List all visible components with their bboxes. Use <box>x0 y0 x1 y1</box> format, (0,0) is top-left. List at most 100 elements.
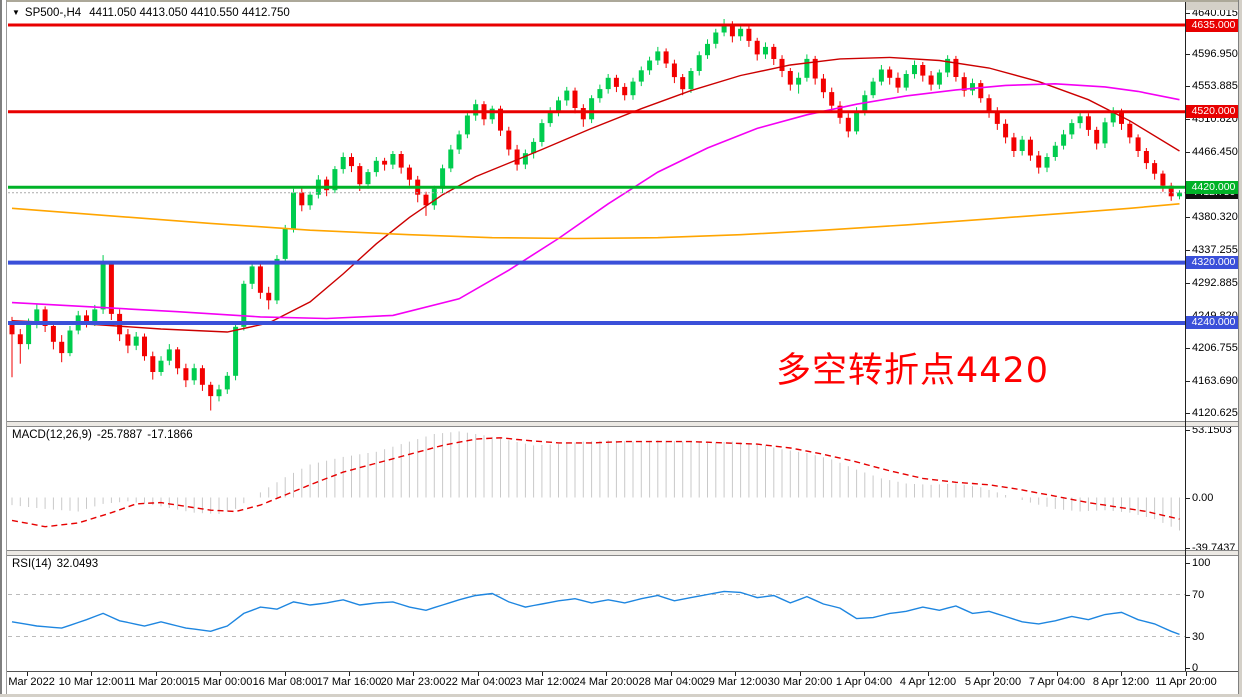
rsi-tick-70-label: 70 <box>1192 589 1205 601</box>
time-tick-5 <box>349 671 350 676</box>
price-tick-4163.69-tick <box>1185 381 1190 382</box>
time-label-14: 4 Apr 12:00 <box>899 676 957 688</box>
price-tick-4553.885-label: 4553.885 <box>1192 80 1238 92</box>
rsi-tick-0-label: 0 <box>1192 662 1199 674</box>
time-tick-18 <box>1186 671 1187 676</box>
time-tick-10 <box>671 671 672 676</box>
time-label-13: 1 Apr 04:00 <box>835 676 893 688</box>
macd-tick-53.1503-tick <box>1185 430 1190 431</box>
rsi-tick-30-label: 30 <box>1192 631 1205 643</box>
time-label-2: 11 Mar 20:00 <box>123 676 189 688</box>
price-tick-4120.625-tick <box>1185 413 1190 414</box>
macd-name: MACD(12,26,9) <box>12 429 92 441</box>
price-tick-4337.255-label: 4337.255 <box>1192 244 1238 256</box>
axis-top-strip <box>1186 2 1242 10</box>
price-tick-4640.015-label: 4640.015 <box>1192 7 1238 19</box>
time-tick-7 <box>478 671 479 676</box>
level-badge-4520.000: 4520.000 <box>1186 105 1241 118</box>
macd-indicator-label: MACD(12,26,9) -25.7887 -17.1866 <box>12 429 198 441</box>
ma-slow-orange <box>11 203 1180 240</box>
time-tick-17 <box>1121 671 1122 676</box>
rsi-tick-30-tick <box>1185 637 1190 638</box>
time-tick-1 <box>91 671 92 676</box>
time-axis-line <box>0 671 1242 672</box>
rsi-name: RSI(14) <box>12 558 52 570</box>
price-tick-4510.82-tick <box>1185 119 1190 120</box>
level-badge-4420.000: 4420.000 <box>1186 181 1241 194</box>
time-tick-16 <box>1057 671 1058 676</box>
rsi-tick-100-tick <box>1185 563 1190 564</box>
price-tick-4292.885-label: 4292.885 <box>1192 277 1238 289</box>
symbol-period-label: SP500-,H4 <box>24 7 82 19</box>
time-label-12: 30 Mar 20:00 <box>767 676 833 688</box>
time-label-0: 9 Mar 2022 <box>0 676 55 688</box>
level-badge-4320.000: 4320.000 <box>1186 256 1241 269</box>
window-bottom-border <box>0 694 1242 697</box>
rsi-tick-100-label: 100 <box>1192 557 1211 569</box>
ma-fast-darkred <box>11 56 1180 333</box>
price-tick-4466.45-tick <box>1185 152 1190 153</box>
price-tick-4466.45-label: 4466.450 <box>1192 146 1238 158</box>
ma-mid-magenta <box>11 82 1180 320</box>
time-tick-9 <box>606 671 607 676</box>
time-label-17: 8 Apr 12:00 <box>1092 676 1150 688</box>
panel-separator-rsi[interactable] <box>0 550 1242 556</box>
time-tick-3 <box>220 671 221 676</box>
chart-title: ▼ SP500-,H4 4411.050 4413.050 4410.550 441… <box>12 7 290 19</box>
time-label-9: 24 Mar 20:00 <box>573 676 639 688</box>
time-tick-0 <box>27 671 28 676</box>
symbol-dropdown-icon[interactable]: ▼ <box>12 8 20 17</box>
time-tick-11 <box>735 671 736 676</box>
price-tick-4206.755-label: 4206.755 <box>1192 342 1238 354</box>
price-tick-4206.755-tick <box>1185 348 1190 349</box>
time-label-18: 11 Apr 20:00 <box>1155 676 1217 688</box>
price-tick-4553.885-tick <box>1185 86 1190 87</box>
time-tick-2 <box>156 671 157 676</box>
chart-annotation-text: 多空转折点4420 <box>776 351 1050 391</box>
price-tick-4596.95-label: 4596.950 <box>1192 48 1238 60</box>
time-label-1: 10 Mar 12:00 <box>58 676 124 688</box>
window-top-border <box>0 0 1242 2</box>
macd-main-value: -25.7887 <box>96 429 143 441</box>
time-label-10: 28 Mar 04:00 <box>638 676 704 688</box>
price-tick-4163.69-label: 4163.690 <box>1192 375 1238 387</box>
time-label-4: 16 Mar 08:00 <box>252 676 318 688</box>
macd-tick-0.00-tick <box>1185 498 1190 499</box>
time-label-6: 20 Mar 23:00 <box>380 676 446 688</box>
price-tick-4596.95-tick <box>1185 54 1190 55</box>
time-label-3: 15 Mar 00:00 <box>187 676 253 688</box>
level-badge-4635.000: 4635.000 <box>1186 19 1241 32</box>
time-tick-12 <box>800 671 801 676</box>
time-tick-13 <box>864 671 865 676</box>
price-tick-4337.255-tick <box>1185 250 1190 251</box>
rsi-line <box>11 590 1180 636</box>
macd-tick-53.1503-label: 53.1503 <box>1192 424 1232 436</box>
macd-tick-0.00-label: 0.00 <box>1192 492 1214 504</box>
macd-signal-line <box>11 437 1180 528</box>
time-tick-4 <box>285 671 286 676</box>
time-tick-15 <box>993 671 994 676</box>
horizontal-level-lines <box>8 23 1185 325</box>
time-label-5: 17 Mar 16:00 <box>316 676 382 688</box>
rsi-value: 32.0493 <box>56 558 99 570</box>
price-tick-4120.625-label: 4120.625 <box>1192 407 1238 419</box>
macd-tick--39.7437-tick <box>1185 548 1190 549</box>
price-tick-4380.32-label: 4380.320 <box>1192 211 1238 223</box>
price-axis-line <box>1185 2 1186 671</box>
price-tick-4380.32-tick <box>1185 217 1190 218</box>
rsi-indicator-label: RSI(14) 32.0493 <box>12 558 103 570</box>
time-tick-14 <box>928 671 929 676</box>
price-tick-4640.015-tick <box>1185 13 1190 14</box>
time-label-15: 5 Apr 20:00 <box>964 676 1022 688</box>
time-label-16: 7 Apr 04:00 <box>1028 676 1086 688</box>
time-label-8: 23 Mar 12:00 <box>509 676 575 688</box>
rsi-tick-0-tick <box>1185 668 1190 669</box>
rsi-tick-70-tick <box>1185 595 1190 596</box>
panel-separator-macd[interactable] <box>0 421 1242 427</box>
macd-signal-value: -17.1866 <box>147 429 193 441</box>
price-tick-4292.885-tick <box>1185 283 1190 284</box>
ohlc-values: 4411.050 4413.050 4410.550 4412.750 <box>89 7 290 19</box>
window-right-border <box>1238 0 1242 697</box>
time-label-7: 22 Mar 04:00 <box>445 676 511 688</box>
